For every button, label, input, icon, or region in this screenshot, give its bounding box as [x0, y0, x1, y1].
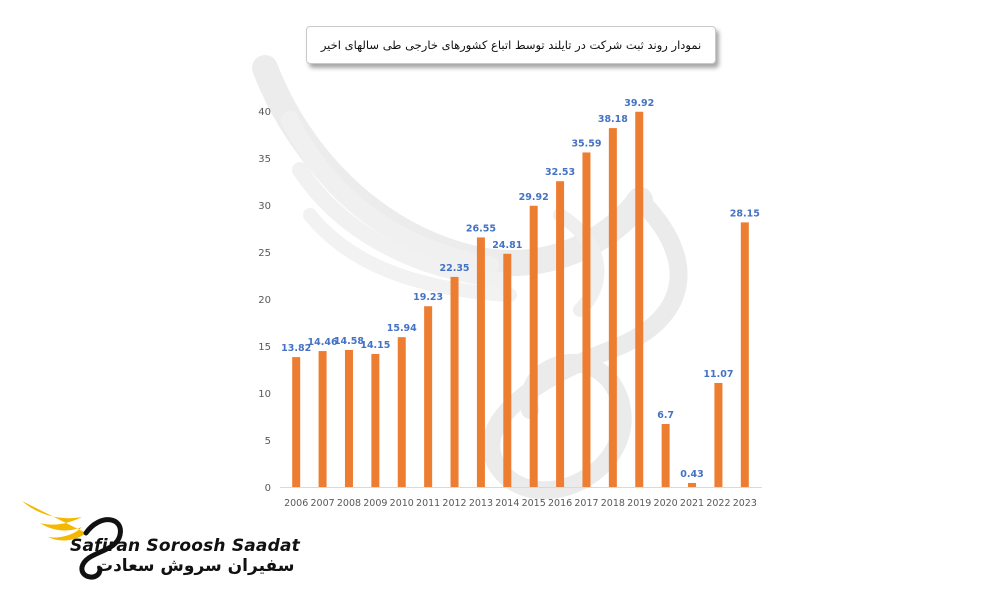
x-tick-label: 2018	[601, 498, 625, 509]
x-tick-label: 2013	[469, 498, 493, 509]
data-label-2016: 32.53	[545, 167, 575, 178]
data-label-2013: 26.55	[466, 223, 496, 234]
data-label-2009: 14.15	[360, 340, 390, 351]
x-tick-label: 2006	[284, 498, 308, 509]
swan-neck-icon	[79, 517, 123, 580]
bar-2009	[371, 353, 380, 487]
y-tick-label: 0	[265, 483, 271, 494]
data-label-2012: 22.35	[439, 263, 469, 274]
data-label-2018: 38.18	[598, 114, 628, 125]
x-tick-label: 2014	[495, 498, 519, 509]
x-tick-label: 2012	[442, 498, 466, 509]
x-tick-label: 2010	[390, 498, 414, 509]
bar-2008	[344, 349, 353, 487]
bar-2010	[397, 337, 406, 487]
y-axis: 0 5 10 15 20 25 30 35 40	[258, 107, 271, 494]
bar-2007	[318, 351, 327, 487]
data-label-2006: 13.82	[281, 343, 311, 354]
bar-2012	[450, 276, 459, 487]
y-tick-label: 5	[265, 436, 271, 447]
bar-2014	[503, 253, 512, 487]
data-label-2021: 0.43	[680, 469, 703, 480]
data-label-2023: 28.15	[730, 208, 760, 219]
y-tick-label: 35	[258, 154, 271, 165]
x-tick-label: 2021	[680, 498, 704, 509]
x-tick-label: 2015	[522, 498, 546, 509]
x-tick-label: 2016	[548, 498, 572, 509]
x-tick-label: 2023	[733, 498, 757, 509]
brand-name-farsi: سفیران سروش سعادت	[96, 556, 295, 576]
x-tick-label: 2020	[654, 498, 678, 509]
x-tick-label: 2019	[627, 498, 651, 509]
bar-2011	[424, 306, 433, 487]
brand-name-latin: Safiran Soroosh Saadat	[70, 536, 300, 556]
bar-2015	[529, 205, 538, 487]
bar-2016	[556, 181, 565, 487]
x-tick-label: 2022	[706, 498, 730, 509]
y-tick-label: 10	[258, 389, 271, 400]
data-label-2010: 15.94	[387, 323, 417, 334]
data-label-2020: 6.7	[657, 410, 674, 421]
data-label-2022: 11.07	[703, 369, 733, 380]
x-tick-label: 2017	[574, 498, 598, 509]
bars	[292, 111, 749, 488]
bar-2019	[635, 111, 644, 487]
bar-2021	[688, 482, 697, 487]
data-label-2014: 24.81	[492, 240, 522, 251]
data-label-2019: 39.92	[624, 98, 654, 109]
y-tick-label: 30	[258, 201, 271, 212]
x-tick-label: 2011	[416, 498, 440, 509]
brand-logo-mark	[22, 501, 123, 580]
y-tick-label: 20	[258, 295, 271, 306]
x-axis: 2006 2007 2008 2009 2010 2011 2012 2013 2014 2015…	[284, 498, 757, 509]
y-tick-label: 25	[258, 248, 271, 259]
bar-2022	[714, 382, 723, 487]
x-tick-label: 2007	[310, 498, 334, 509]
bar-2020	[661, 424, 670, 487]
y-tick-label: 40	[258, 107, 271, 118]
bar-2017	[582, 152, 591, 488]
chart-title: نمودار روند ثبت شرکت در تایلند توسط اتبا…	[306, 26, 716, 64]
wing-icon	[22, 501, 86, 541]
data-label-2011: 19.23	[413, 292, 443, 303]
x-tick-label: 2008	[337, 498, 361, 509]
x-tick-label: 2009	[363, 498, 387, 509]
bar-2006	[292, 357, 301, 487]
data-label-2015: 29.92	[519, 192, 549, 203]
bar-2023	[740, 222, 749, 487]
data-label-2017: 35.59	[571, 138, 601, 149]
bar-2013	[476, 237, 485, 487]
y-tick-label: 15	[258, 342, 271, 353]
data-label-2007: 14.46	[308, 337, 338, 348]
data-label-2008: 14.58	[334, 336, 364, 347]
bar-2018	[608, 128, 617, 487]
